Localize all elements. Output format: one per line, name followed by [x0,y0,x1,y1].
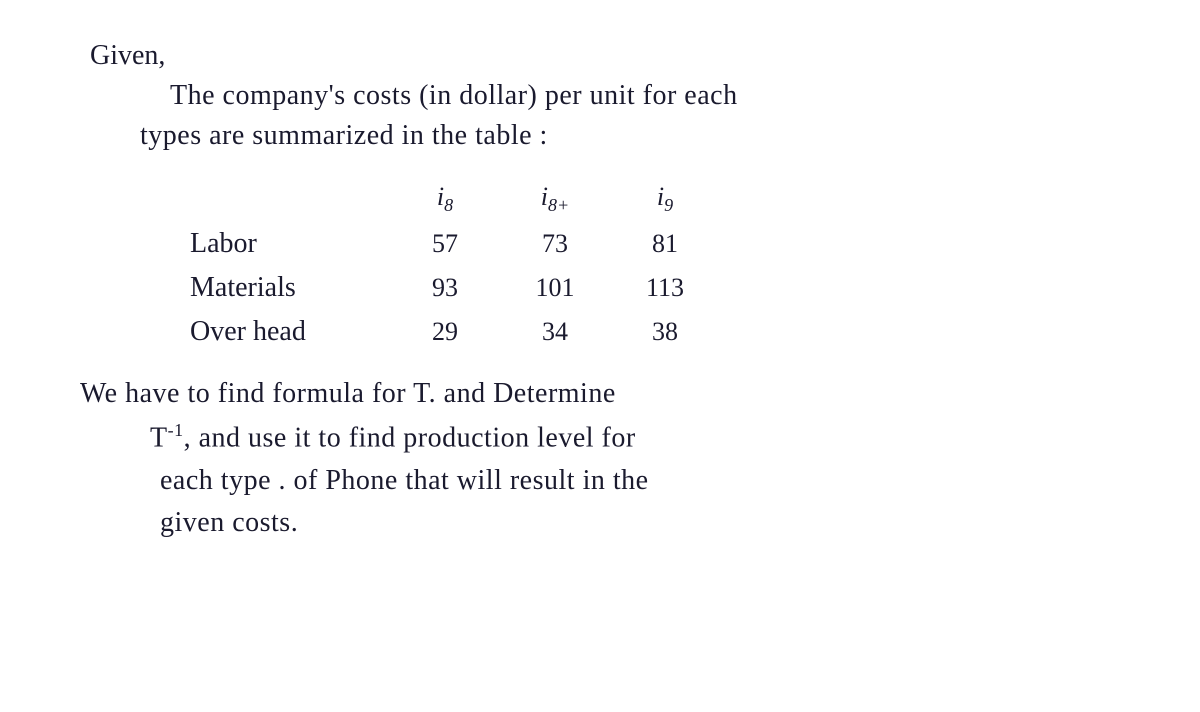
cost-table: i8 i8+ i9 Labor 57 73 81 Materials 93 10… [190,182,1140,348]
col2-base: i [541,182,548,211]
intro-line-1: The company's costs (in dollar) per unit… [170,80,1140,112]
body-line-1: We have to find formula for T. and Deter… [80,378,1140,410]
cell-labor-2: 73 [500,229,610,259]
row-label-overhead: Over head [190,316,390,348]
intro-line-2: types are summarized in the table : [140,120,1140,152]
body-line-2-rest: , and use it to find production level fo… [184,423,636,454]
body-line-4: given costs. [160,507,1140,539]
table-row: Over head 29 34 38 [190,316,1140,348]
table-row: Materials 93 101 113 [190,272,1140,304]
t-inverse-sup: -1 [168,420,184,440]
body-line-3: each type . of Phone that will result in… [160,465,1140,497]
cell-overhead-3: 38 [610,317,720,347]
body-line-2: T-1, and use it to find production level… [150,420,1140,454]
row-label-materials: Materials [190,272,390,304]
table-row: Labor 57 73 81 [190,228,1140,260]
col3-sub: 9 [664,195,673,215]
cell-materials-1: 93 [390,273,500,303]
cell-labor-3: 81 [610,229,720,259]
cell-labor-1: 57 [390,229,500,259]
t-inverse-base: T [150,423,168,454]
cell-materials-2: 101 [500,273,610,303]
col-header-3: i9 [610,182,720,216]
col1-sub: 8 [444,195,453,215]
cell-overhead-2: 34 [500,317,610,347]
col-header-2: i8+ [500,182,610,216]
row-label-labor: Labor [190,228,390,260]
col-header-1: i8 [390,182,500,216]
col2-sub: 8+ [548,195,569,215]
table-header-row: i8 i8+ i9 [190,182,1140,216]
cell-overhead-1: 29 [390,317,500,347]
given-heading: Given, [90,40,1140,72]
cell-materials-3: 113 [610,273,720,303]
